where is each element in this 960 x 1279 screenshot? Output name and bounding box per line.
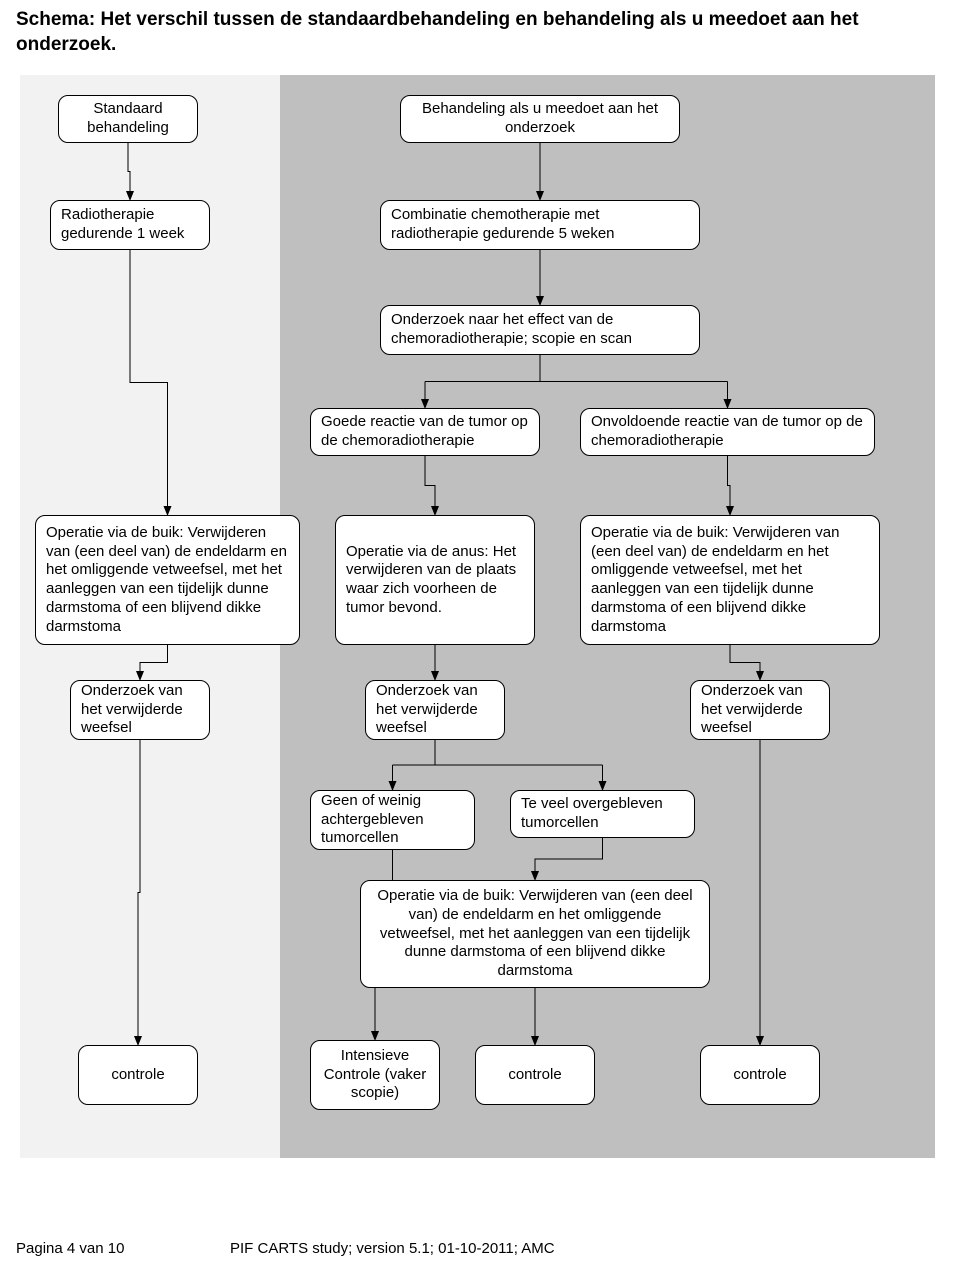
node-op_std: Operatie via de buik: Verwijderen van (e… [35, 515, 300, 645]
node-ctrl_mid: controle [475, 1045, 595, 1105]
node-ow_std: Onderzoek van het verwijderde weefsel [70, 680, 210, 740]
page-title: Schema: Het verschil tussen de standaard… [16, 8, 916, 57]
node-radio1w: Radiotherapie gedurende 1 week [50, 200, 210, 250]
node-op_again: Operatie via de buik: Verwijderen van (e… [360, 880, 710, 988]
node-many: Te veel overgebleven tumorcellen [510, 790, 695, 838]
node-few: Geen of weinig achtergebleven tumorcelle… [310, 790, 475, 850]
node-bad: Onvoldoende reactie van de tumor op de c… [580, 408, 875, 456]
node-std_head: Standaard behandeling [58, 95, 198, 143]
node-combo5w: Combinatie chemotherapie met radiotherap… [380, 200, 700, 250]
node-good: Goede reactie van de tumor op de chemora… [310, 408, 540, 456]
footer-left: Pagina 4 van 10 [16, 1240, 124, 1257]
footer-right: PIF CARTS study; version 5.1; 01-10-2011… [230, 1240, 555, 1257]
node-op_bad: Operatie via de buik: Verwijderen van (e… [580, 515, 880, 645]
node-ctrl_bad: controle [700, 1045, 820, 1105]
node-ow_mid: Onderzoek van het verwijderde weefsel [365, 680, 505, 740]
node-ctrl_std: controle [78, 1045, 198, 1105]
node-res_head: Behandeling als u meedoet aan het onderz… [400, 95, 680, 143]
node-ow_bad: Onderzoek van het verwijderde weefsel [690, 680, 830, 740]
node-ctrl_int: Intensieve Controle (vaker scopie) [310, 1040, 440, 1110]
node-op_anus: Operatie via de anus: Het verwijderen va… [335, 515, 535, 645]
node-effect: Onderzoek naar het effect van de chemora… [380, 305, 700, 355]
